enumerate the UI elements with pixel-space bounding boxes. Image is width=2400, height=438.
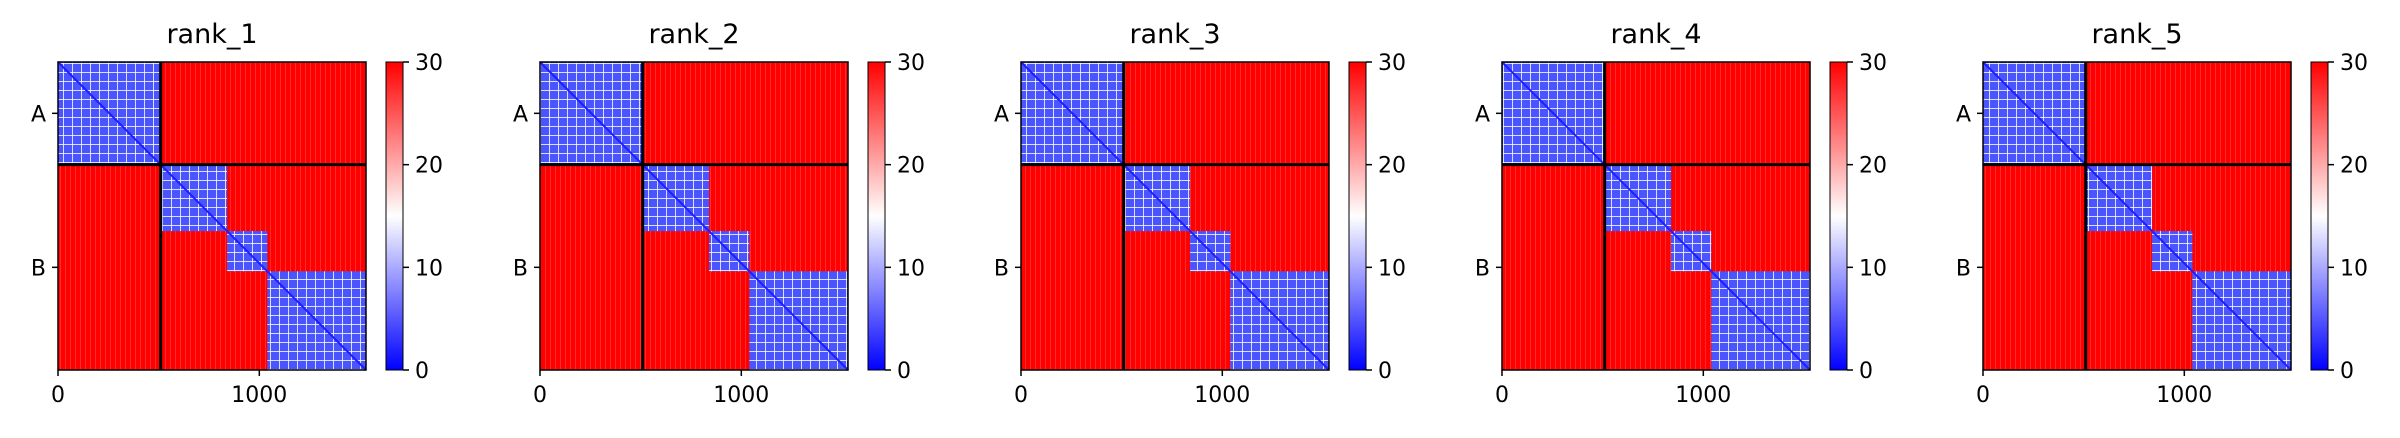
colorbar-tick-label: 20 xyxy=(1859,154,1887,179)
colorbar xyxy=(1348,61,1367,371)
chart-title: rank_3 xyxy=(1129,19,1220,50)
diagonal-line xyxy=(57,61,367,371)
colorbar-tick-label: 20 xyxy=(1378,154,1406,179)
diagonal-line xyxy=(1020,61,1330,371)
y-tick-label: B xyxy=(994,256,1009,281)
colorbar-tick-label: 10 xyxy=(1859,256,1887,281)
colorbar-tick-label: 0 xyxy=(1859,359,1873,384)
heatmap-panel: rank_2 0 1000 A B 0 10 20 30 xyxy=(513,19,925,408)
x-tick-label: 0 xyxy=(51,383,65,408)
colorbar-tick-label: 30 xyxy=(1378,51,1406,76)
chart-title: rank_1 xyxy=(166,19,257,50)
axes-frame xyxy=(539,61,849,371)
y-tick-label: B xyxy=(31,256,46,281)
colorbar-tick-label: 0 xyxy=(2340,359,2354,384)
diagonal-line xyxy=(1982,61,2292,371)
y-tick-label: B xyxy=(1475,256,1490,281)
colorbar-tick-label: 10 xyxy=(897,256,925,281)
colorbar-tick-label: 10 xyxy=(1378,256,1406,281)
x-tick-label: 0 xyxy=(1495,383,1509,408)
colorbar xyxy=(2310,61,2329,371)
x-tick-label: 1000 xyxy=(1194,383,1250,408)
y-tick-label: B xyxy=(513,256,528,281)
colorbar-tick-label: 30 xyxy=(897,51,925,76)
colorbar xyxy=(867,61,886,371)
x-tick-label: 1000 xyxy=(713,383,769,408)
colorbar-tick-label: 0 xyxy=(897,359,911,384)
y-tick-label: A xyxy=(1956,102,1971,127)
axes-frame xyxy=(1982,61,2292,371)
heatmap-panel: rank_3 0 1000 A B 0 10 20 30 xyxy=(994,19,1406,408)
colorbar-tick-label: 0 xyxy=(415,359,429,384)
colorbar xyxy=(385,61,404,371)
x-tick-label: 1000 xyxy=(231,383,287,408)
y-tick-label: A xyxy=(1475,102,1490,127)
diagonal-line xyxy=(1501,61,1811,371)
colorbar-tick-label: 0 xyxy=(1378,359,1392,384)
heatmap-panel: rank_1 0 1000 A B 0 10 20 30 xyxy=(31,19,443,408)
heatmap-panel: rank_4 0 1000 A B 0 10 20 30 xyxy=(1475,19,1887,408)
colorbar-tick-label: 10 xyxy=(2340,256,2368,281)
x-tick-label: 1000 xyxy=(1675,383,1731,408)
y-tick-label: A xyxy=(513,102,528,127)
colorbar-tick-label: 20 xyxy=(2340,154,2368,179)
diagonal-line xyxy=(539,61,849,371)
chart-title: rank_5 xyxy=(2091,19,2182,50)
y-tick-label: B xyxy=(1956,256,1971,281)
y-tick-label: A xyxy=(31,102,46,127)
colorbar-tick-label: 10 xyxy=(415,256,443,281)
colorbar-tick-label: 30 xyxy=(415,51,443,76)
chart-title: rank_4 xyxy=(1610,19,1701,50)
x-tick-label: 0 xyxy=(1014,383,1028,408)
x-tick-label: 0 xyxy=(1976,383,1990,408)
colorbar xyxy=(1829,61,1848,371)
colorbar-tick-label: 20 xyxy=(897,154,925,179)
axes-frame xyxy=(57,61,367,371)
heatmap-panel: rank_5 0 1000 A B 0 10 20 30 xyxy=(1956,19,2368,408)
x-tick-label: 0 xyxy=(533,383,547,408)
colorbar-tick-label: 20 xyxy=(415,154,443,179)
y-tick-label: A xyxy=(994,102,1009,127)
colorbar-tick-label: 30 xyxy=(1859,51,1887,76)
x-tick-label: 1000 xyxy=(2156,383,2212,408)
chart-title: rank_2 xyxy=(648,19,739,50)
axes-frame xyxy=(1020,61,1330,371)
axes-frame xyxy=(1501,61,1811,371)
colorbar-tick-label: 30 xyxy=(2340,51,2368,76)
